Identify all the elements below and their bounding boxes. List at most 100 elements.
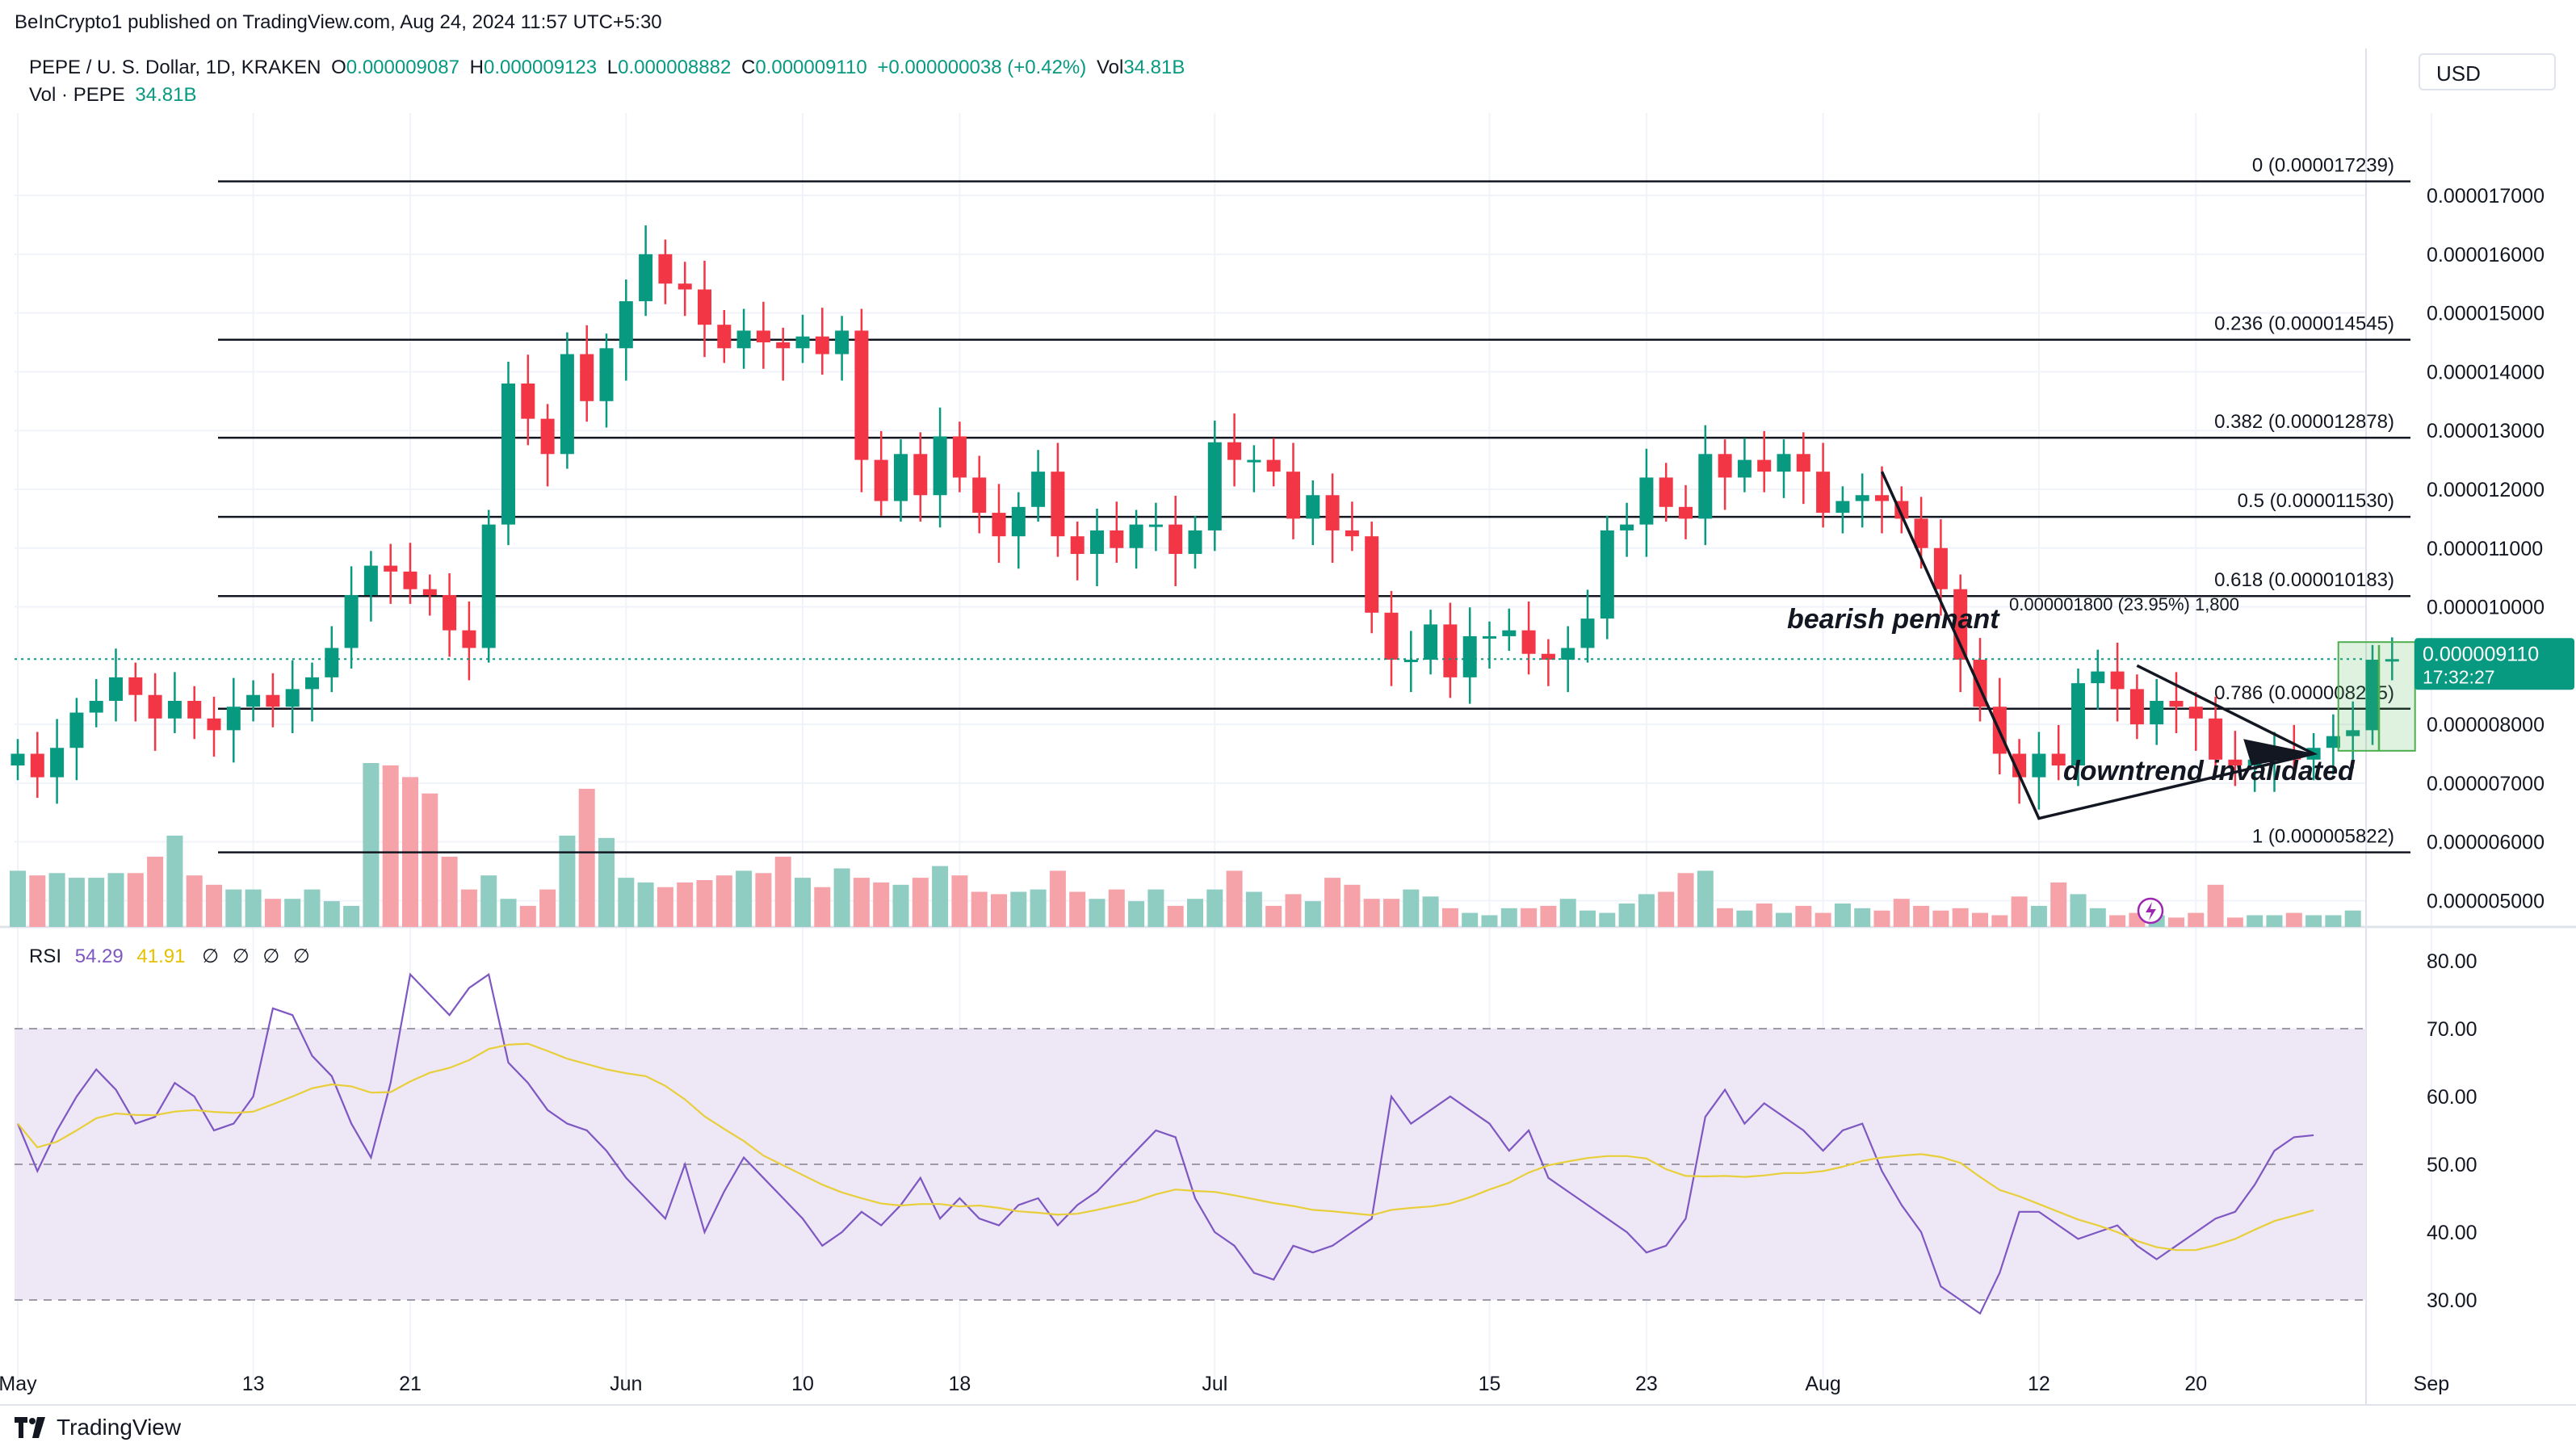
volume-bar: [853, 878, 870, 927]
volume-bar: [1187, 899, 1203, 927]
candle-body: [1580, 618, 1595, 648]
candle-body: [1266, 459, 1281, 472]
volume-bar: [1873, 910, 1890, 927]
open-label: O: [331, 57, 346, 78]
fib-level-label: 0 (0.000017239): [2252, 155, 2394, 177]
price-tick-label: 0.000016000: [2427, 244, 2545, 266]
volume-bar: [1324, 878, 1341, 927]
pennant-pattern: 0.000001800 (23.95%) 1,800 bearish pennan…: [1787, 471, 2416, 925]
candle-body: [226, 707, 241, 731]
volume-series-value: 34.81B: [135, 84, 197, 106]
candle-body: [246, 694, 261, 707]
volume-series-name: Vol · PEPE: [29, 84, 125, 106]
volume-bar: [1736, 910, 1753, 927]
candle-body: [1521, 630, 1536, 654]
volume-bar: [1756, 904, 1773, 927]
candle-body: [874, 459, 888, 501]
candle-body: [2346, 730, 2360, 736]
candle-body: [1051, 472, 1065, 537]
candle-body: [1620, 524, 1634, 530]
volume-bar: [696, 880, 713, 927]
candle-body: [776, 342, 791, 349]
candle-body: [50, 748, 65, 778]
hidden-eye-icon[interactable]: ∅: [292, 946, 310, 967]
volume-bar: [951, 875, 968, 927]
candle-body: [2365, 660, 2380, 731]
candle-body: [756, 330, 770, 343]
rsi-tick-label: 50.00: [2427, 1154, 2477, 1176]
symbol-legend: PEPE / U. S. Dollar, 1D, KRAKEN O 0.00000…: [29, 57, 1189, 79]
volume-bar: [657, 887, 673, 927]
volume-bar: [1854, 908, 1871, 927]
candle-body: [1090, 530, 1104, 555]
volume-bar: [1540, 905, 1557, 927]
volume-bar: [1128, 901, 1145, 927]
candle-body: [2032, 753, 2046, 778]
rsi-line: [16, 972, 2314, 1315]
volume-bar: [912, 878, 929, 927]
bearish-pennant-label: bearish pennant: [1787, 604, 2000, 635]
volume-bar: [755, 873, 772, 927]
candle-body: [1365, 536, 1379, 613]
candle-body: [2071, 683, 2085, 766]
time-tick-label: Jul: [1202, 1373, 1227, 1395]
candle-body: [207, 718, 221, 731]
tradingview-brand: TradingView: [15, 1415, 181, 1440]
volume-bar: [1344, 884, 1361, 927]
volume-bar: [1206, 889, 1223, 927]
candle-body: [1933, 547, 1948, 589]
hidden-eye-icon[interactable]: ∅: [262, 946, 280, 967]
rsi-lines: [16, 972, 2314, 1315]
volume-bar: [343, 905, 360, 927]
candle-body: [1836, 501, 1850, 514]
volume-bar: [460, 889, 477, 927]
volume-bar: [1363, 899, 1380, 927]
fib-level-label: 0.786 (0.000008265): [2214, 682, 2394, 704]
volume-bar: [186, 875, 203, 927]
rsi-label: RSI: [29, 946, 62, 967]
candle-body: [1561, 648, 1575, 660]
candle-body: [403, 571, 417, 589]
volume-bar: [1147, 889, 1164, 927]
volume-bar: [2266, 915, 2283, 927]
candle-body: [2110, 671, 2125, 690]
price-tick-label: 0.000010000: [2427, 597, 2545, 619]
price-tick-label: 0.000013000: [2427, 420, 2545, 442]
volume-bar: [2011, 896, 2028, 927]
candle-body: [1031, 472, 1046, 507]
candlesticks: [10, 225, 2399, 810]
candle-body: [521, 383, 535, 419]
volume-bar: [1285, 894, 1302, 927]
hidden-eye-icon[interactable]: ∅: [232, 946, 250, 967]
candle-body: [992, 513, 1006, 537]
close-value: 0.000009110: [755, 57, 867, 78]
downtrend-invalidated-label: downtrend invalidated: [2063, 756, 2356, 786]
volume-bar: [1717, 908, 1734, 927]
volume-bar: [441, 857, 458, 927]
candle-body: [1600, 530, 1614, 619]
candle-body: [1443, 624, 1458, 677]
volume-bar: [637, 882, 654, 927]
candle-body: [422, 589, 437, 595]
volume-bar: [892, 884, 909, 927]
volume-bar: [1580, 910, 1596, 927]
hidden-eye-icon[interactable]: ∅: [202, 946, 220, 967]
volume-bar: [422, 793, 438, 927]
volume-bar: [363, 763, 380, 927]
candle-body: [2091, 671, 2105, 684]
currency-selector[interactable]: USD: [2419, 53, 2556, 90]
candle-body: [698, 289, 711, 325]
price-tick-label: 0.000006000: [2427, 832, 2545, 854]
volume-bar: [206, 884, 222, 927]
volume-bar: [2226, 917, 2243, 927]
axes: 0.000017000 0.000016000 0.000015000 0.00001…: [0, 185, 2545, 1395]
price-tick-label: 0.000011000: [2427, 538, 2543, 560]
low-value: 0.000008882: [618, 57, 732, 78]
time-tick-label: May: [0, 1373, 37, 1395]
volume-bar: [1167, 905, 1184, 927]
symbol-title: PEPE / U. S. Dollar, 1D, KRAKEN: [29, 57, 321, 78]
candle-body: [1403, 660, 1418, 663]
candle-body: [1168, 524, 1183, 555]
candle-body: [1659, 477, 1673, 507]
